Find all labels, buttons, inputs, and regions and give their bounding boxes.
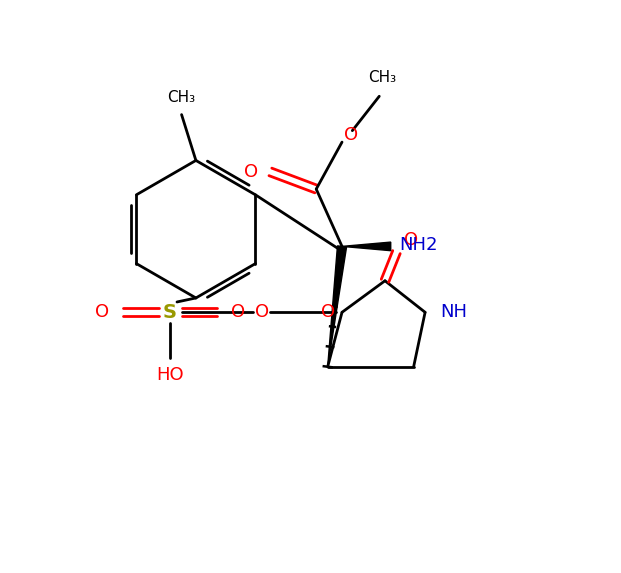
Text: O: O: [343, 125, 358, 144]
Text: O: O: [404, 230, 418, 249]
Text: NH: NH: [440, 303, 467, 321]
Polygon shape: [342, 242, 391, 251]
Text: NH2: NH2: [399, 236, 437, 254]
Text: O: O: [230, 303, 245, 321]
Polygon shape: [328, 246, 347, 367]
Text: S: S: [163, 303, 177, 322]
Text: CH₃: CH₃: [168, 90, 196, 105]
Text: O: O: [320, 303, 335, 321]
Text: HO: HO: [156, 366, 184, 384]
Text: CH₃: CH₃: [368, 70, 396, 85]
Text: O: O: [255, 303, 269, 321]
Text: O: O: [245, 163, 258, 181]
Text: O: O: [96, 303, 109, 321]
